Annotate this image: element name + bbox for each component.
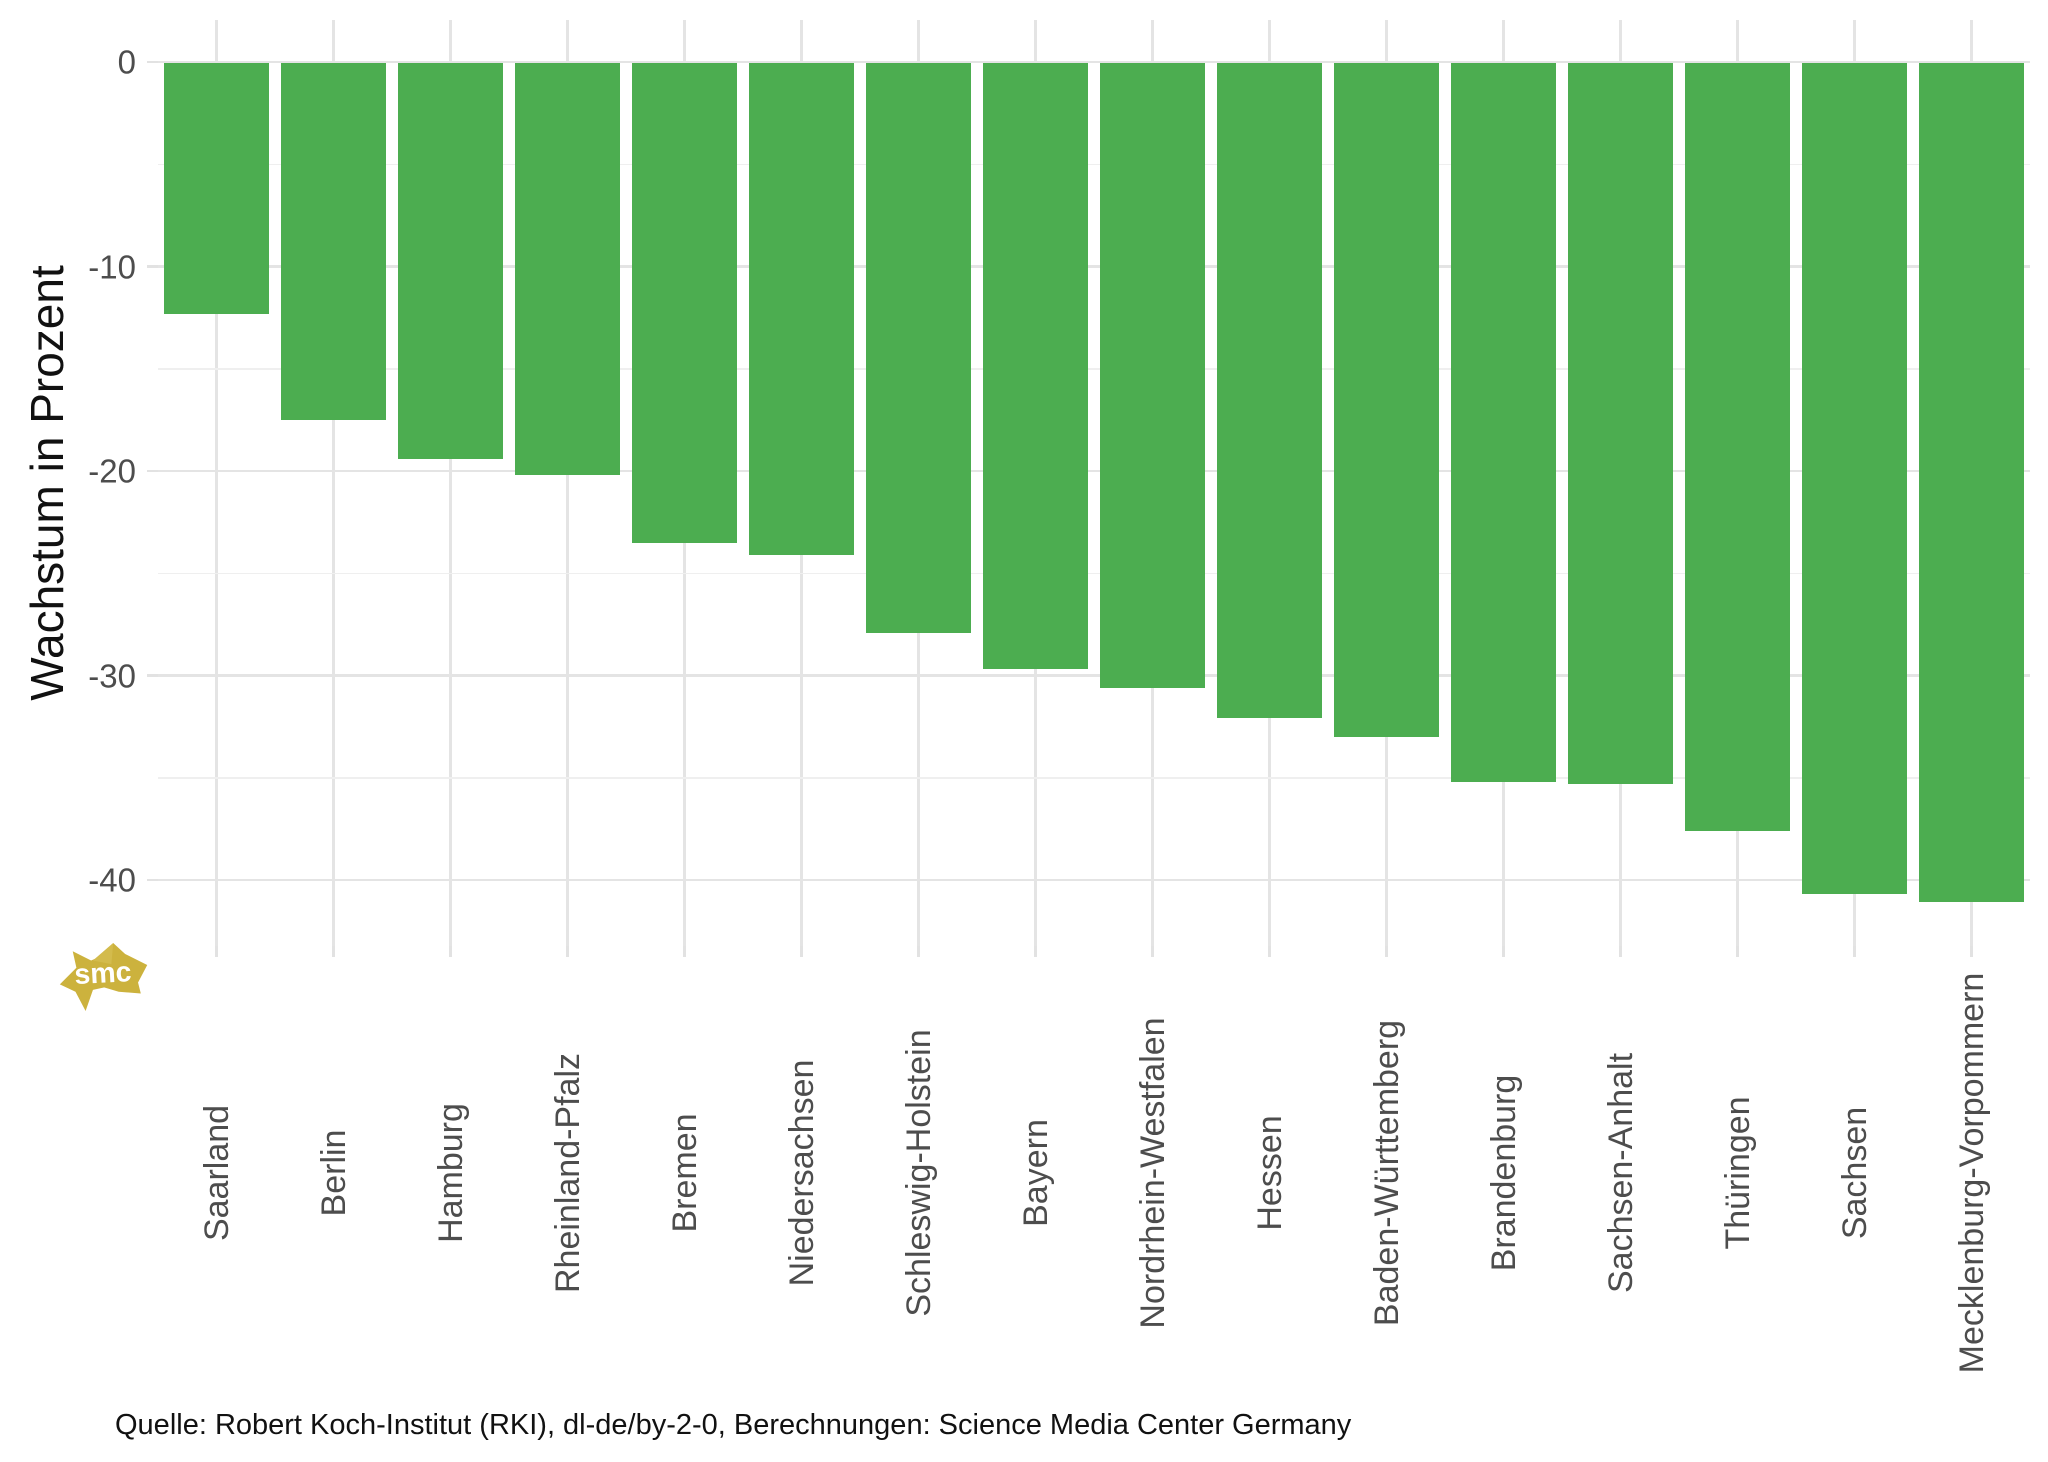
bar-bremen bbox=[631, 63, 738, 543]
y-tick-label: -40 bbox=[88, 861, 136, 899]
x-tick-label: Saarland bbox=[197, 1104, 236, 1242]
x-axis-tick bbox=[332, 946, 335, 957]
x-tick-label: Hessen bbox=[1250, 1115, 1289, 1231]
y-axis-tick bbox=[147, 60, 158, 64]
x-gridline bbox=[566, 20, 569, 946]
y-tick-label: 0 bbox=[117, 43, 136, 81]
bar-bayern bbox=[982, 63, 1089, 670]
x-tick-label: Sachsen bbox=[1835, 1106, 1874, 1240]
x-axis-tick bbox=[1034, 946, 1037, 957]
bar-hamburg bbox=[397, 63, 504, 459]
x-axis-tick bbox=[1502, 946, 1505, 957]
x-tick-label: Mecklenburg-Vorpommern bbox=[1952, 972, 1991, 1374]
y-gridline-minor bbox=[158, 368, 2030, 370]
x-axis-tick bbox=[917, 946, 920, 957]
x-gridline bbox=[449, 20, 452, 946]
x-tick-label: Brandenburg bbox=[1484, 1074, 1523, 1272]
y-gridline-major bbox=[158, 878, 2030, 882]
x-tick-label: Bremen bbox=[665, 1113, 704, 1233]
x-tick-label: Thüringen bbox=[1718, 1096, 1757, 1250]
x-axis-tick bbox=[1970, 946, 1973, 957]
bar-nordrhein-westfalen bbox=[1099, 63, 1206, 688]
bar-brandenburg bbox=[1450, 63, 1557, 782]
bar-mecklenburg-vorpommern bbox=[1918, 63, 2025, 903]
x-axis-tick bbox=[1151, 946, 1154, 957]
x-axis-tick bbox=[449, 946, 452, 957]
bar-rheinland-pfalz bbox=[514, 63, 621, 476]
x-gridline bbox=[332, 20, 335, 946]
bar-saarland bbox=[163, 63, 270, 314]
x-tick-label: Berlin bbox=[314, 1129, 353, 1217]
bar-th-ringen bbox=[1684, 63, 1791, 831]
y-gridline-minor bbox=[158, 572, 2030, 574]
x-tick-label: Hamburg bbox=[431, 1103, 470, 1243]
x-tick-label: Schleswig-Holstein bbox=[899, 1029, 938, 1317]
x-tick-label: Baden-Württemberg bbox=[1367, 1019, 1406, 1327]
x-axis-tick bbox=[1268, 946, 1271, 957]
bar-sachsen-anhalt bbox=[1567, 63, 1674, 784]
x-axis-tick bbox=[566, 946, 569, 957]
y-tick-label: -10 bbox=[88, 248, 136, 285]
x-axis-tick bbox=[683, 946, 686, 957]
y-axis-tick bbox=[147, 674, 158, 677]
y-axis-tick bbox=[147, 265, 158, 268]
y-gridline-minor bbox=[158, 777, 2030, 779]
x-tick-label: Sachsen-Anhalt bbox=[1601, 1052, 1640, 1294]
y-axis-tick bbox=[147, 878, 158, 882]
bar-sachsen bbox=[1801, 63, 1908, 895]
x-axis-tick bbox=[1736, 946, 1739, 957]
y-gridline-major bbox=[158, 265, 2030, 268]
bar-berlin bbox=[280, 63, 387, 420]
x-tick-label: Rheinland-Pfalz bbox=[548, 1052, 587, 1294]
y-gridline-major bbox=[158, 469, 2030, 473]
smc-logo-facet bbox=[92, 942, 114, 965]
y-tick-label: -20 bbox=[88, 452, 136, 490]
x-tick-label: Bayern bbox=[1016, 1119, 1055, 1227]
y-gridline-major bbox=[158, 60, 2030, 64]
y-gridline-major bbox=[158, 674, 2030, 677]
bar-baden-w-rttemberg bbox=[1333, 63, 1440, 737]
x-axis-tick bbox=[215, 946, 218, 957]
y-tick-label: -30 bbox=[88, 657, 136, 694]
bar-hessen bbox=[1216, 63, 1323, 719]
x-tick-label: Nordrhein-Westfalen bbox=[1133, 1017, 1172, 1329]
x-axis-tick bbox=[1619, 946, 1622, 957]
x-axis-tick bbox=[1853, 946, 1856, 957]
y-gridline-minor bbox=[158, 163, 2030, 165]
y-axis-title: Wachstum in Prozent bbox=[21, 265, 73, 701]
bar-niedersachsen bbox=[748, 63, 855, 555]
y-axis-tick bbox=[147, 469, 158, 473]
x-axis-tick bbox=[1385, 946, 1388, 957]
smc-watermark-logo: smc bbox=[59, 942, 148, 1012]
x-tick-label: Niedersachsen bbox=[782, 1059, 821, 1287]
bar-schleswig-holstein bbox=[865, 63, 972, 633]
smc-logo-text: smc bbox=[74, 956, 133, 991]
source-caption: Quelle: Robert Koch-Institut (RKI), dl-d… bbox=[115, 1409, 1352, 1441]
x-axis-tick bbox=[800, 946, 803, 957]
x-gridline bbox=[215, 20, 218, 946]
